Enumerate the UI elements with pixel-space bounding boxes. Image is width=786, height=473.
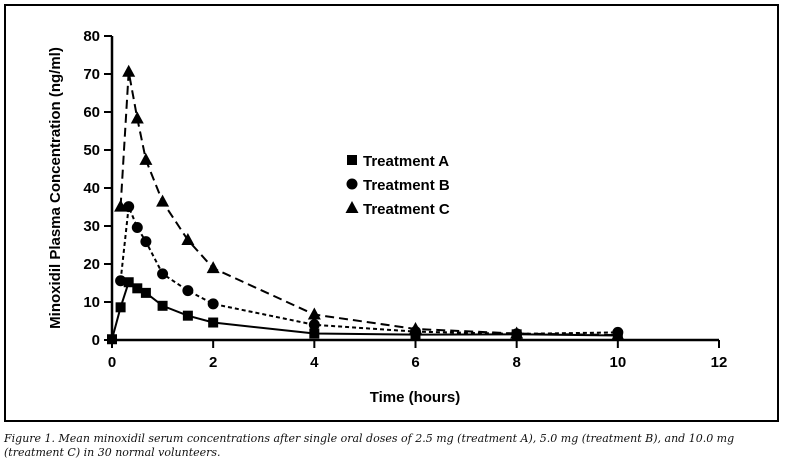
data-point-triangle: [181, 233, 195, 246]
data-point-circle: [308, 319, 320, 331]
y-tick-label: 0: [92, 332, 100, 349]
legend-label: Treatment C: [363, 201, 450, 218]
data-point-circle: [182, 285, 194, 297]
series-treatment-c: [114, 64, 625, 341]
data-point-triangle: [122, 64, 136, 77]
y-tick-label: 10: [83, 294, 100, 311]
data-point-circle: [123, 201, 135, 213]
data-point-triangle: [409, 321, 422, 334]
x-tick-label: 6: [411, 354, 419, 371]
legend-label: Treatment B: [363, 177, 450, 194]
y-tick-label: 40: [83, 180, 100, 197]
data-point-triangle: [130, 111, 144, 124]
data-point-circle: [140, 236, 152, 248]
data-point-square: [132, 283, 143, 294]
x-tick-label: 0: [108, 354, 116, 371]
data-point-triangle: [510, 326, 524, 339]
y-tick-label: 70: [83, 66, 100, 83]
data-point-square: [157, 300, 168, 311]
data-point-square: [115, 302, 126, 313]
caption-line-2: (treatment C) in 30 normal volunteers.: [4, 446, 221, 459]
figure-frame: [4, 4, 779, 422]
series-line: [119, 206, 618, 335]
x-axis-title: Time (hours): [370, 389, 461, 406]
x-tick-label: 8: [512, 354, 520, 371]
data-point-square: [140, 287, 151, 298]
data-point-square: [182, 310, 193, 321]
legend-triangle-icon: [345, 201, 359, 213]
legend-label: Treatment A: [363, 153, 449, 170]
data-point-circle: [131, 222, 143, 234]
x-tick-label: 10: [609, 354, 626, 371]
data-point-triangle: [206, 261, 220, 274]
series-group: [107, 64, 625, 345]
data-point-square: [309, 328, 320, 339]
x-tick-label: 4: [310, 354, 319, 371]
data-point-circle: [157, 268, 169, 280]
x-tick-label: 2: [209, 354, 217, 371]
data-point-square: [123, 277, 134, 288]
y-tick-label: 20: [83, 256, 100, 273]
legend-square-icon: [347, 155, 357, 165]
x-tick-label: 12: [711, 354, 728, 371]
legend: Treatment A Treatment B Treatment C: [345, 153, 450, 218]
y-tick-label: 60: [83, 104, 100, 121]
caption-line-1: Figure 1. Mean minoxidil serum concentra…: [4, 432, 735, 445]
data-point-triangle: [156, 194, 170, 207]
data-point-triangle: [307, 307, 321, 320]
data-point-triangle: [611, 328, 625, 341]
data-point-square: [208, 317, 219, 328]
data-point-circle: [115, 275, 127, 287]
data-point-triangle: [139, 152, 153, 165]
data-point-circle: [207, 298, 219, 310]
y-axis-title: Minoxidil Plasma Concentration (ng/ml): [47, 47, 64, 329]
figure-caption: Figure 1. Mean minoxidil serum concentra…: [4, 432, 784, 460]
legend-circle-icon: [346, 178, 358, 190]
axes: 0 2 4 6 8 10 12 0 10 20 30 40 50 60 70 80: [83, 28, 727, 371]
y-tick-label: 80: [83, 28, 100, 45]
y-tick-label: 30: [83, 218, 100, 235]
data-point-square: [107, 334, 117, 345]
y-tick-label: 50: [83, 142, 100, 159]
data-point-triangle: [114, 199, 128, 212]
